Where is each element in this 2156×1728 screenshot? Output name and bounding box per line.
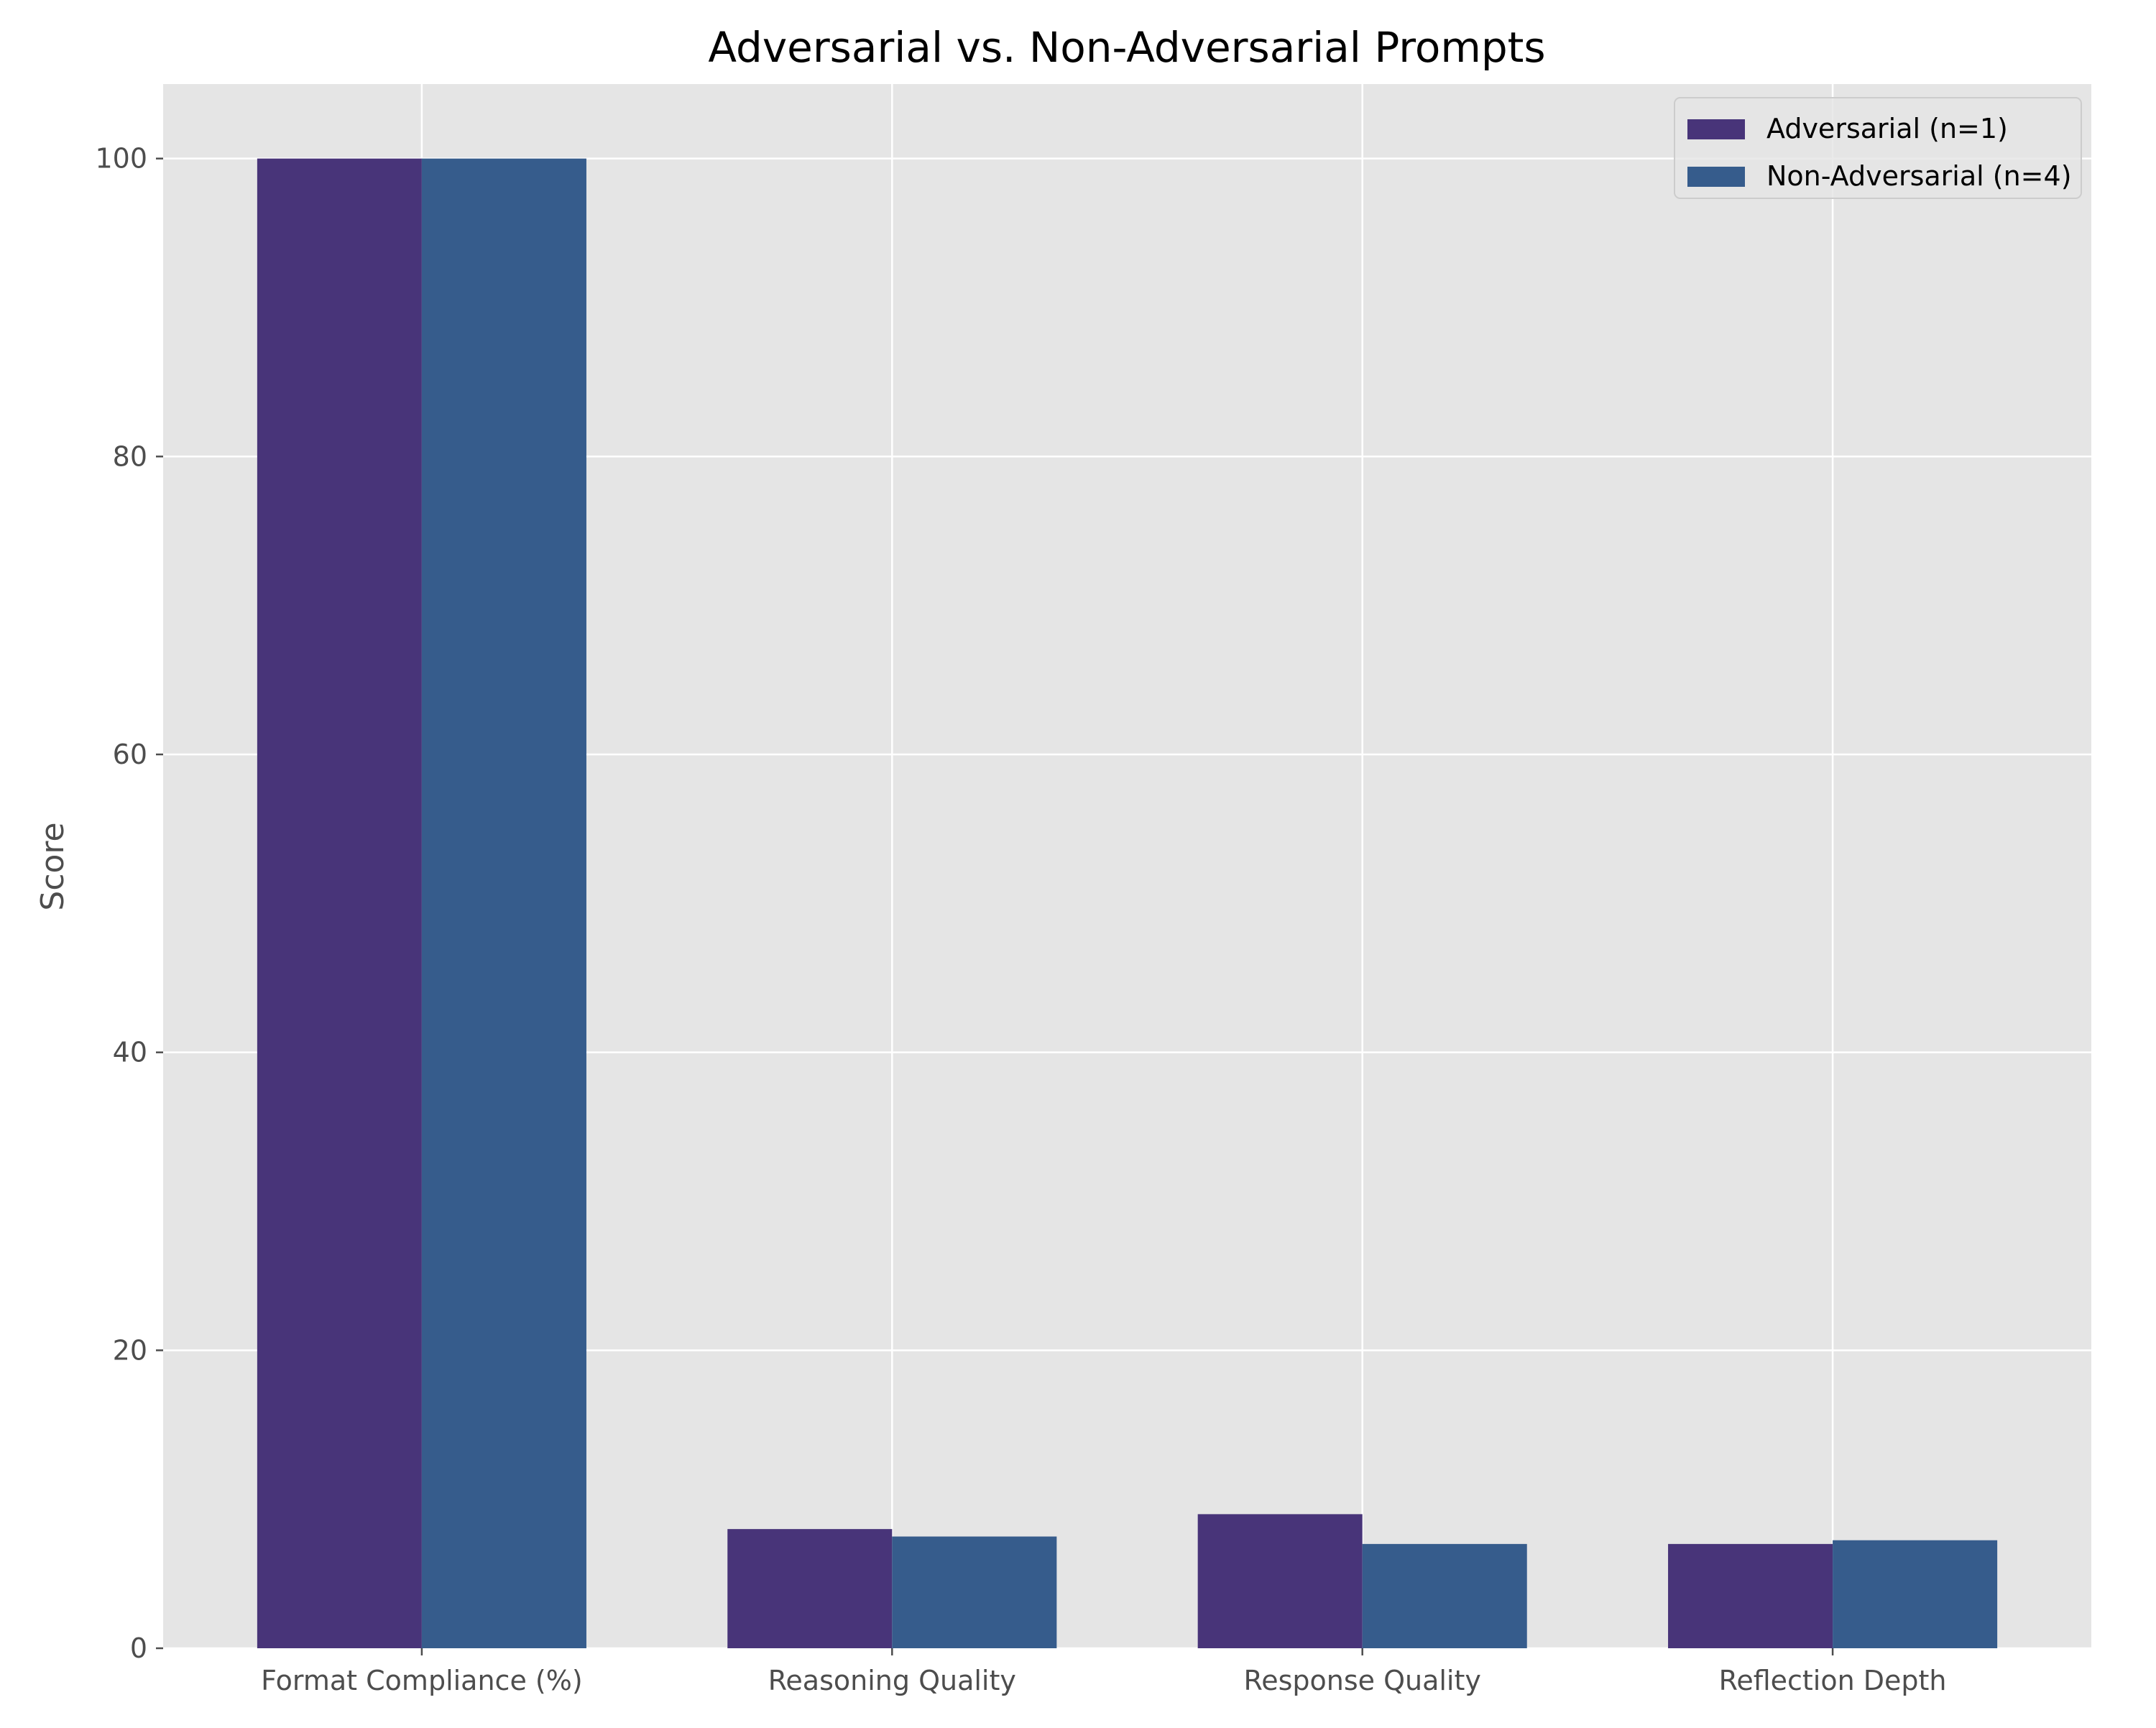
bar-adversarial (727, 1529, 893, 1648)
bar-non-adversarial (892, 1536, 1057, 1648)
y-tick-label: 40 (113, 1037, 147, 1068)
x-tick-label: Reflection Depth (1719, 1665, 1947, 1696)
chart-title: Adversarial vs. Non-Adversarial Prompts (708, 23, 1545, 72)
y-tick-label: 0 (130, 1632, 147, 1664)
bar-adversarial (1668, 1543, 1833, 1648)
bar-non-adversarial (1362, 1543, 1527, 1648)
legend-swatch (1687, 167, 1745, 187)
legend-swatch (1687, 119, 1745, 139)
bars (257, 158, 1998, 1648)
x-tick-label: Format Compliance (%) (261, 1665, 583, 1696)
bar-non-adversarial (1833, 1540, 1998, 1648)
axes: 0 20 40 60 80 100 Format Compliance (%) Reasoni… (95, 143, 1946, 1696)
legend-box (1674, 97, 2082, 199)
y-tick-label: 80 (113, 440, 147, 472)
bar-adversarial (257, 158, 422, 1648)
bar-adversarial (1197, 1514, 1363, 1648)
legend-label: Adversarial (n=1) (1766, 113, 2008, 144)
y-axis-label: Score (34, 822, 71, 910)
y-tick-label: 60 (113, 739, 147, 770)
bar-non-adversarial (421, 158, 586, 1648)
y-tick-label: 20 (113, 1334, 147, 1366)
legend: Adversarial (n=1) Non-Adversarial (n=4) (1674, 97, 2082, 199)
x-tick-label: Reasoning Quality (768, 1665, 1016, 1696)
x-tick-label: Response Quality (1244, 1665, 1481, 1696)
legend-label: Non-Adversarial (n=4) (1766, 160, 2072, 192)
y-tick-label: 100 (95, 143, 147, 175)
